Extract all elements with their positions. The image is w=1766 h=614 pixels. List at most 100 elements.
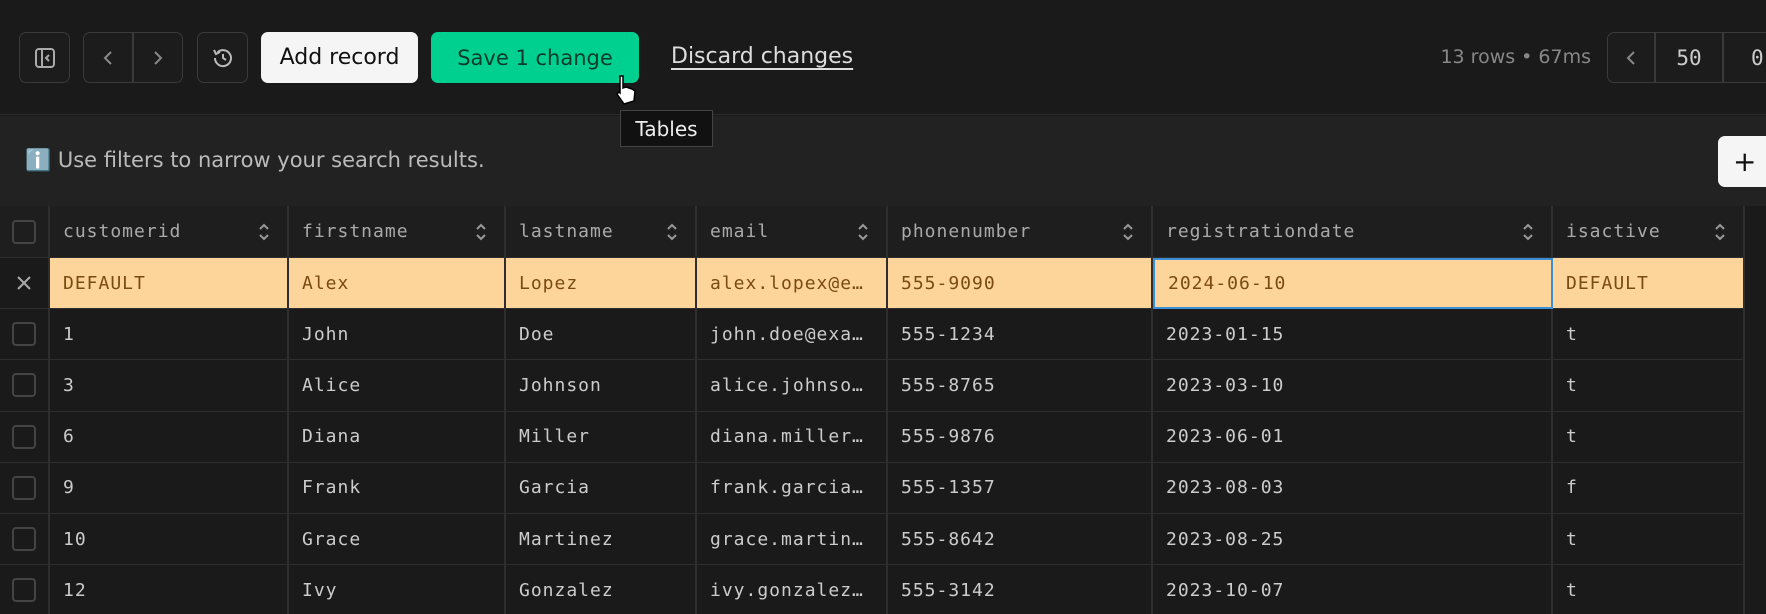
checkbox[interactable] — [12, 475, 36, 500]
table-cell[interactable]: 1 — [50, 309, 289, 361]
table-cell[interactable]: 2023-08-25 — [1153, 514, 1553, 566]
table-cell[interactable]: 2023-03-10 — [1153, 360, 1553, 412]
back-button[interactable] — [83, 32, 133, 83]
table-cell[interactable]: 555-8765 — [888, 360, 1153, 412]
checkbox[interactable] — [12, 578, 36, 603]
column-header[interactable]: lastname — [506, 206, 697, 258]
table-cell[interactable]: 2023-06-01 — [1153, 411, 1553, 463]
sort-icon[interactable] — [1713, 221, 1727, 243]
table-cell[interactable]: Frank — [289, 462, 506, 514]
table-cell[interactable]: Alice — [289, 360, 506, 412]
table-cell[interactable]: t — [1553, 565, 1745, 614]
column-header[interactable]: phonenumber — [888, 206, 1153, 258]
table-cell[interactable]: ivy.gonzalez… — [697, 565, 888, 614]
column-header[interactable]: firstname — [289, 206, 506, 258]
sort-icon[interactable] — [1121, 221, 1135, 243]
table-cell[interactable]: 555-1357 — [888, 462, 1153, 514]
table-cell[interactable]: john.doe@exa… — [697, 309, 888, 361]
sort-icon[interactable] — [1521, 221, 1535, 243]
table-cell[interactable]: 10 — [50, 514, 289, 566]
table-cell[interactable]: t — [1553, 514, 1745, 566]
history-icon — [212, 48, 232, 67]
table-cell[interactable]: Johnson — [506, 360, 697, 412]
column-header[interactable]: isactive — [1553, 206, 1745, 258]
checkbox[interactable] — [12, 219, 36, 244]
table-cell[interactable]: 3 — [50, 360, 289, 412]
table-cell[interactable]: 12 — [50, 565, 289, 614]
column-header[interactable]: registrationdate — [1153, 206, 1553, 258]
table-cell[interactable]: 555-9876 — [888, 411, 1153, 463]
offset[interactable]: 0 — [1723, 32, 1766, 83]
sort-icon[interactable] — [665, 221, 679, 243]
table-cell[interactable]: t — [1553, 360, 1745, 412]
row-select-cell[interactable] — [0, 360, 50, 412]
row-select-cell[interactable] — [0, 514, 50, 566]
table-cell[interactable]: 555-3142 — [888, 565, 1153, 614]
page-size[interactable]: 50 — [1655, 32, 1723, 83]
table-cell[interactable]: 2024-06-10 — [1153, 258, 1553, 310]
row-select-cell[interactable] — [0, 565, 50, 614]
table-cell[interactable]: Alex — [289, 258, 506, 310]
table-cell[interactable]: 9 — [50, 462, 289, 514]
table-cell[interactable]: t — [1553, 309, 1745, 361]
table-cell[interactable]: DEFAULT — [50, 258, 289, 310]
sidebar-toggle[interactable] — [19, 32, 70, 83]
table-cell[interactable]: 555-1234 — [888, 309, 1153, 361]
column-name: isactive — [1566, 221, 1661, 242]
prev-icon — [1626, 50, 1635, 65]
column-name: phonenumber — [901, 221, 1032, 242]
table-cell[interactable]: 6 — [50, 411, 289, 463]
history-button[interactable] — [197, 32, 248, 83]
table-cell[interactable]: Gonzalez — [506, 565, 697, 614]
table-cell[interactable]: Grace — [289, 514, 506, 566]
table-cell[interactable]: Garcia — [506, 462, 697, 514]
table-cell[interactable]: 2023-10-07 — [1153, 565, 1553, 614]
forward-button[interactable] — [133, 32, 183, 83]
remove-row-icon[interactable] — [15, 274, 33, 292]
column-name: registrationdate — [1166, 221, 1356, 242]
table-cell[interactable]: alex.lopex@e… — [697, 258, 888, 310]
table-cell[interactable]: diana.miller… — [697, 411, 888, 463]
row-select-cell[interactable] — [0, 411, 50, 463]
column-name: firstname — [302, 221, 409, 242]
cursor — [616, 75, 636, 105]
add-record-button[interactable]: Add record — [261, 32, 418, 83]
row-select-cell[interactable] — [0, 462, 50, 514]
column-header[interactable]: email — [697, 206, 888, 258]
prev-page[interactable] — [1607, 32, 1655, 83]
table-cell[interactable]: Lopez — [506, 258, 697, 310]
table-cell[interactable]: Martinez — [506, 514, 697, 566]
table-cell[interactable]: Diana — [289, 411, 506, 463]
table-cell[interactable]: f — [1553, 462, 1745, 514]
sort-icon[interactable] — [474, 221, 488, 243]
checkbox[interactable] — [12, 322, 36, 347]
table-cell[interactable]: Ivy — [289, 565, 506, 614]
table-cell[interactable]: grace.martin… — [697, 514, 888, 566]
column-name: lastname — [519, 221, 614, 242]
status-text: 13 rows • 67ms — [1440, 46, 1591, 68]
checkbox[interactable] — [12, 373, 36, 398]
table-cell[interactable]: 555-8642 — [888, 514, 1153, 566]
discard-button[interactable]: Discard changes — [671, 44, 854, 69]
table-cell[interactable]: t — [1553, 411, 1745, 463]
table-cell[interactable]: Miller — [506, 411, 697, 463]
table-cell[interactable]: 2023-08-03 — [1153, 462, 1553, 514]
checkbox[interactable] — [12, 527, 36, 552]
table-cell[interactable]: 2023-01-15 — [1153, 309, 1553, 361]
row-select-cell[interactable] — [0, 258, 50, 310]
table-cell[interactable]: John — [289, 309, 506, 361]
table-cell[interactable]: frank.garcia… — [697, 462, 888, 514]
sort-icon[interactable] — [856, 221, 870, 243]
row-select-cell[interactable] — [0, 309, 50, 361]
save-button[interactable]: Save 1 change — [431, 32, 639, 83]
column-header[interactable]: customerid — [50, 206, 289, 258]
table-cell[interactable]: alice.johnso… — [697, 360, 888, 412]
sort-icon[interactable] — [257, 221, 271, 243]
checkbox[interactable] — [12, 424, 36, 449]
table-cell[interactable]: Doe — [506, 309, 697, 361]
column-name: email — [710, 221, 770, 242]
add-filter-button[interactable]: + — [1718, 136, 1766, 187]
table-cell[interactable]: 555-9090 — [888, 258, 1153, 310]
table-cell[interactable]: DEFAULT — [1553, 258, 1745, 310]
